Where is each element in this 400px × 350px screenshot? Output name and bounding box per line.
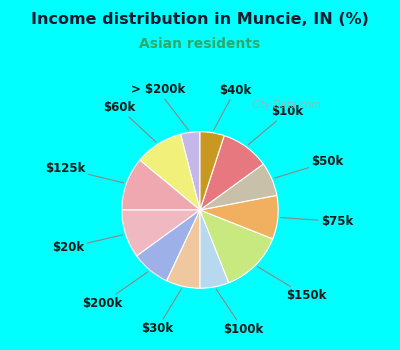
Wedge shape	[200, 164, 277, 210]
Text: $75k: $75k	[281, 215, 353, 228]
Text: $20k: $20k	[52, 235, 123, 254]
Wedge shape	[200, 132, 224, 210]
Text: City-Data.com: City-Data.com	[252, 100, 321, 111]
Wedge shape	[122, 160, 200, 210]
Wedge shape	[167, 210, 200, 288]
Text: $30k: $30k	[142, 289, 182, 335]
Wedge shape	[180, 132, 200, 210]
Text: $125k: $125k	[46, 162, 124, 183]
Text: $100k: $100k	[216, 289, 263, 336]
Wedge shape	[122, 210, 200, 256]
Text: $200k: $200k	[82, 272, 148, 310]
Text: $10k: $10k	[248, 105, 304, 145]
Text: $50k: $50k	[274, 155, 344, 178]
Text: $150k: $150k	[258, 267, 326, 302]
Wedge shape	[200, 195, 278, 239]
Wedge shape	[200, 135, 263, 210]
Text: Income distribution in Muncie, IN (%): Income distribution in Muncie, IN (%)	[31, 12, 369, 27]
Wedge shape	[200, 210, 229, 288]
Wedge shape	[137, 210, 200, 281]
Wedge shape	[140, 134, 200, 210]
Text: Asian residents: Asian residents	[139, 37, 261, 51]
Text: $40k: $40k	[214, 84, 251, 130]
Text: > $200k: > $200k	[130, 83, 188, 130]
Text: $60k: $60k	[103, 101, 156, 142]
Wedge shape	[200, 210, 273, 283]
